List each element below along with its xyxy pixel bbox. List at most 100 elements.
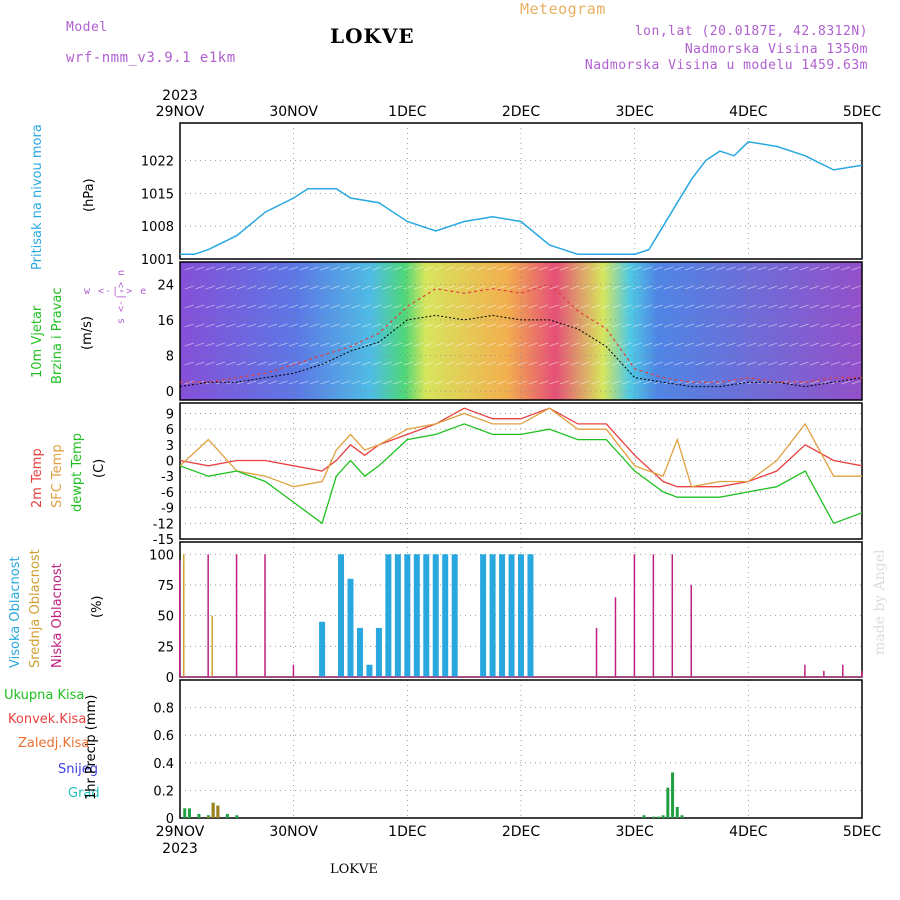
wind-barb [247, 266, 257, 271]
wind-barb [726, 285, 736, 290]
wind-barb [841, 361, 851, 366]
wind-barb [632, 285, 642, 290]
pressure-tick-label: 1022 [141, 155, 174, 170]
wind-barb [851, 323, 861, 328]
wind-barb [299, 323, 309, 328]
wind-barb [601, 266, 611, 271]
high-cloud-bar [508, 554, 515, 677]
pressure-line [180, 140, 863, 256]
wind-barb [663, 380, 674, 385]
model-altitude-label: Nadmorska Visina u modelu 1459.63m [584, 58, 868, 73]
temp-tick-label: -12 [153, 517, 174, 532]
wind-barb [528, 266, 538, 271]
wind-barb [351, 361, 361, 366]
wind-barb [184, 285, 194, 290]
cloud-tick-label: 100 [149, 548, 174, 563]
wind-barb [747, 304, 757, 309]
wind-barb [340, 380, 351, 385]
high-cloud-bar [366, 664, 373, 677]
wind-barb [622, 266, 632, 271]
wind-barb [736, 285, 747, 290]
page-title: LOKVE [330, 24, 415, 48]
wind-barb [538, 304, 549, 309]
wind-barb [497, 304, 507, 309]
wind-barb [340, 266, 351, 271]
wind-barb [184, 380, 194, 385]
wind-barb [622, 304, 632, 309]
wind-barb [747, 285, 757, 290]
pressure-tick-label: 1008 [141, 220, 174, 235]
wind-barb [507, 361, 517, 366]
wind-barb [632, 361, 642, 366]
wind-barb [643, 361, 653, 366]
high-cloud-bar [423, 554, 430, 677]
wind-barb [611, 380, 622, 385]
wind-barb [809, 380, 820, 385]
wind-barb [528, 285, 538, 290]
wind-barb [257, 361, 267, 366]
high-cloud-bar [489, 554, 496, 677]
wind-barb [549, 304, 559, 309]
wind-barb [236, 361, 246, 366]
wind-barb [538, 342, 549, 347]
time-label-top: 5DEC [843, 104, 882, 120]
wind-barb [382, 266, 392, 271]
wind-barb [393, 380, 403, 385]
low-cloud-bar [690, 584, 692, 677]
wind-barb [841, 323, 851, 328]
wind-barb [507, 380, 517, 385]
wind-barb [726, 380, 736, 385]
total-precip-bar [235, 815, 239, 818]
wind-barb [590, 342, 601, 347]
wind-barb [559, 342, 569, 347]
temp-2m-line [179, 407, 863, 488]
time-label-bottom: 5DEC [843, 824, 882, 840]
low-cloud-bar [842, 664, 844, 677]
wind-barb [413, 342, 424, 347]
time-label-top: 1DEC [388, 104, 427, 120]
wind-barb [809, 285, 820, 290]
total-precip-bar [197, 813, 201, 818]
wind-barb [830, 323, 840, 328]
wind-barb [830, 285, 840, 290]
wind-barb [424, 285, 434, 290]
wind-barb [413, 285, 424, 290]
wind-barb [695, 323, 705, 328]
wind-barb [799, 266, 809, 271]
wind-barb [747, 323, 757, 328]
wind-barb [768, 323, 778, 328]
total-precip-bar [642, 815, 646, 818]
low-cloud-bar [671, 554, 674, 677]
low-cloud-bar [804, 664, 806, 677]
wind-barb [215, 266, 226, 271]
wind-barb [820, 380, 830, 385]
wind-barb [486, 304, 497, 309]
wind-barb [497, 361, 507, 366]
wind-barb [653, 342, 663, 347]
wind-barb [684, 361, 694, 366]
wind-barb [684, 304, 694, 309]
wind-barb [580, 361, 590, 366]
wind-barb [309, 361, 319, 366]
low-cloud-bar [235, 554, 238, 677]
wind-barb [320, 323, 330, 328]
wind-barb [247, 285, 257, 290]
wind-barb [663, 361, 674, 366]
wind-barb [361, 323, 371, 328]
temp-dewpt-line [179, 423, 863, 525]
wind-barb [205, 342, 215, 347]
wind-barb [393, 342, 403, 347]
wind-barb [486, 342, 497, 347]
wind-barb [413, 323, 424, 328]
wind-barb [195, 342, 205, 347]
wind-barb [820, 285, 830, 290]
wind-barb [695, 361, 705, 366]
wind-barb [215, 342, 226, 347]
wind-barb [674, 342, 684, 347]
wind-barb [736, 361, 747, 366]
wind-barb [643, 342, 653, 347]
wind-barb [267, 285, 278, 290]
wind-barb [465, 285, 476, 290]
wind-barb [820, 342, 830, 347]
wind-barb [330, 285, 340, 290]
